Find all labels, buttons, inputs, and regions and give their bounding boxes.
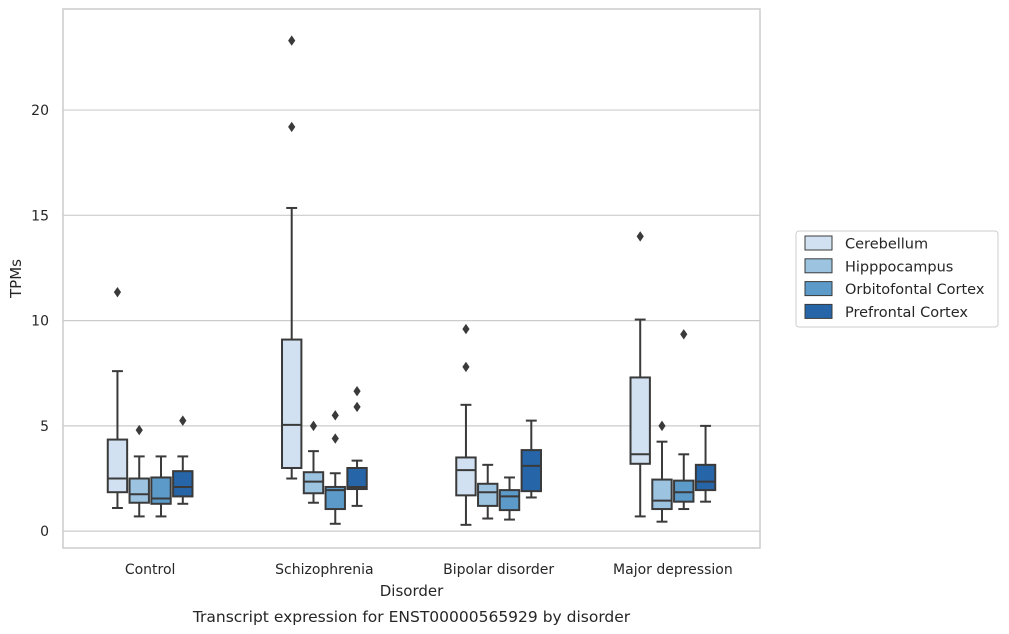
y-tick-label: 20: [31, 103, 49, 119]
outlier-point: [353, 401, 361, 413]
x-tick-label: Bipolar disorder: [443, 562, 554, 578]
y-tick-label: 5: [40, 419, 49, 435]
outlier-point: [658, 420, 666, 432]
outlier-point: [331, 410, 339, 421]
box: [477, 482, 499, 507]
outlier-point: [113, 286, 122, 298]
box: [673, 479, 695, 503]
outlier-point: [636, 231, 644, 242]
legend-label: Hipppocampus: [845, 259, 953, 275]
legend-item: Hipppocampus: [804, 258, 953, 275]
outlier-point: [288, 35, 296, 46]
outlier-point: [353, 385, 361, 397]
box: [281, 338, 303, 469]
box-group-schizophrenia: [281, 35, 368, 525]
box: [694, 463, 717, 492]
y-tick-labels: 0 5 10 15 20: [31, 103, 49, 540]
box: [629, 376, 651, 465]
x-tick-label: Schizophrenia: [275, 562, 373, 578]
legend-swatch: [804, 281, 833, 297]
legend-item: Cerebellum: [804, 235, 928, 253]
plot-frame: [62, 8, 761, 549]
plot-background: [63, 9, 760, 548]
x-tick-labels: Control Schizophrenia Bipolar disorder Majo…: [125, 562, 733, 578]
x-tick-label: Major depression: [613, 562, 733, 578]
box-groups: [106, 35, 717, 526]
y-tick-label: 15: [31, 208, 49, 224]
box: [651, 478, 673, 511]
legend-swatch: [804, 258, 833, 274]
box: [172, 470, 194, 498]
box-group-bipolar-disorder: [455, 323, 542, 526]
x-axis-label: Disorder: [380, 582, 444, 600]
outlier-point: [135, 424, 143, 436]
legend-frame: [795, 230, 999, 328]
x-tick-label: Control: [125, 562, 176, 578]
legend-label: Cerebellum: [845, 237, 928, 253]
legend-item: Orbitofontal Cortex: [804, 281, 985, 298]
box: [498, 489, 521, 512]
chart-caption: Transcript expression for ENST0000056592…: [192, 608, 631, 626]
legend-label: Prefrontal Cortex: [845, 305, 968, 321]
legend-swatch: [804, 303, 833, 319]
outlier-point: [462, 323, 470, 335]
outlier-point: [331, 433, 339, 444]
box: [106, 438, 129, 494]
legend: Cerebellum Hipppocampus Orbitofontal Corte…: [795, 230, 999, 328]
box: [346, 466, 368, 491]
legend-swatch: [804, 235, 833, 251]
box: [128, 477, 150, 504]
outlier-point: [680, 329, 688, 340]
outlier-point: [288, 121, 296, 133]
box: [150, 476, 172, 505]
box: [302, 471, 325, 495]
box: [455, 456, 477, 497]
outlier-point: [462, 361, 470, 373]
outlier-point: [179, 415, 187, 426]
y-tick-label: 0: [40, 524, 49, 540]
box: [520, 449, 542, 493]
box-group-control: [106, 286, 194, 518]
box-group-major-depression: [629, 231, 717, 523]
legend-item: Prefrontal Cortex: [804, 303, 968, 321]
y-tick-label: 10: [31, 314, 49, 330]
y-axis-label: TPMs: [7, 259, 25, 299]
outlier-point: [309, 420, 318, 432]
box: [324, 485, 346, 511]
legend-label: Orbitofontal Cortex: [845, 282, 985, 298]
